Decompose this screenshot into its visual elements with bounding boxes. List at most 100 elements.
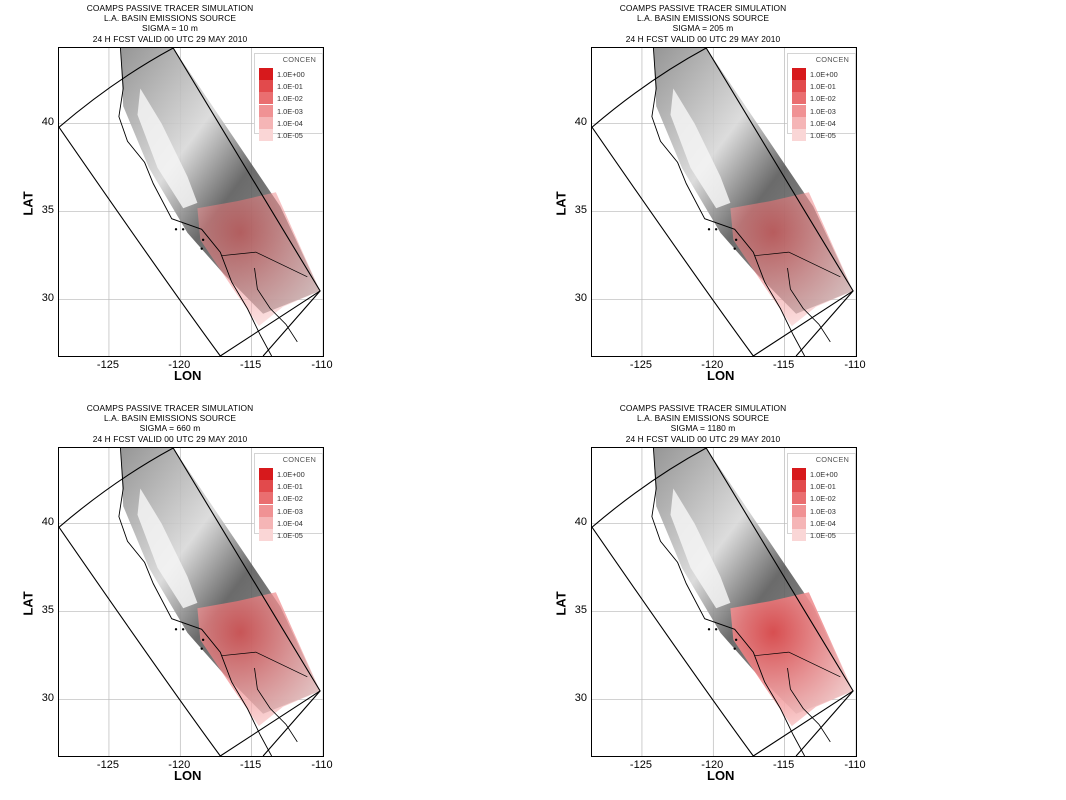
legend-entry: 1.0E-04 [792, 116, 854, 129]
y-tick-label: 40 [41, 115, 54, 128]
panel-title-line: COAMPS PASSIVE TRACER SIMULATION [86, 403, 254, 413]
x-tick-label: -120 [701, 359, 724, 371]
central-valley [137, 488, 198, 609]
y-tick-label: 30 [574, 291, 587, 304]
legend-label: 1.0E-02 [810, 494, 836, 504]
legend-title: CONCEN [282, 55, 316, 64]
y-tick-label: 30 [41, 291, 54, 304]
map-plot-area: CONCEN 1.0E+00 1.0E-01 1.0E-02 1.0E-03 1.0E-0… [591, 47, 857, 357]
island [734, 638, 738, 642]
legend-label: 1.0E-03 [277, 106, 303, 116]
outer-domain-border [592, 126, 754, 356]
island [707, 228, 711, 231]
gulf-coastline [787, 667, 831, 743]
y-axis-label: LAT [553, 591, 569, 616]
legend-entry: 1.0E-04 [792, 516, 854, 529]
island [714, 628, 718, 631]
x-tick-label: -120 [701, 759, 724, 771]
legend-swatch [792, 68, 806, 80]
international-border [255, 651, 308, 678]
x-tick-label: -115 [240, 359, 262, 371]
concentration-legend: CONCEN 1.0E+00 1.0E-01 1.0E-02 1.0E-03 1.0E-0… [254, 53, 323, 141]
legend-entry: 1.0E+00 [792, 468, 854, 480]
legend-label: 1.0E-03 [277, 506, 303, 516]
legend-entry: 1.0E-05 [792, 129, 854, 141]
legend-swatch [259, 504, 273, 517]
panel-title-line: SIGMA = 10 m [142, 23, 198, 34]
tracer-plume [197, 592, 321, 727]
legend-label: 1.0E-02 [810, 94, 836, 104]
panel-title-line: 24 H FCST VALID 00 UTC 29 MAY 2010 [92, 433, 248, 444]
legend-swatch [792, 504, 806, 517]
island [734, 238, 738, 242]
map-canvas [592, 48, 856, 356]
legend-label: 1.0E-04 [277, 518, 303, 528]
y-tick-label: 30 [574, 691, 587, 704]
legend-swatch [259, 104, 273, 117]
panel-title-block: COAMPS PASSIVE TRACER SIMULATION L.A. BAS… [533, 3, 873, 44]
international-border [788, 651, 841, 678]
y-tick-label: 40 [574, 115, 587, 128]
x-tick-label: -125 [96, 759, 119, 771]
international-border [754, 251, 789, 257]
legend-swatch [259, 116, 273, 129]
concentration-legend: CONCEN 1.0E+00 1.0E-01 1.0E-02 1.0E-03 1.0E-0… [787, 53, 856, 141]
island [733, 247, 736, 250]
x-tick-label: -115 [773, 359, 795, 371]
legend-label: 1.0E-04 [810, 118, 836, 128]
x-tick-label: -110 [844, 759, 866, 771]
legend-label: 1.0E-05 [277, 531, 303, 540]
panel-title-line: L.A. BASIN EMISSIONS SOURCE [636, 13, 770, 24]
legend-entry: 1.0E+00 [259, 68, 321, 80]
legend-entry: 1.0E-03 [259, 104, 321, 117]
x-axis-label: LON [174, 368, 202, 383]
x-tick-label: -120 [168, 759, 191, 771]
legend-entry: 1.0E-02 [259, 492, 321, 505]
legend-swatch [792, 116, 806, 129]
panel-title-line: COAMPS PASSIVE TRACER SIMULATION [86, 3, 254, 13]
legend-label: 1.0E-01 [810, 82, 836, 92]
legend-entry: 1.0E-03 [792, 104, 854, 117]
outer-domain-border [592, 526, 754, 756]
x-tick-label: -110 [844, 359, 866, 371]
legend-entry: 1.0E-01 [259, 480, 321, 493]
panel-title-line: SIGMA = 205 m [672, 23, 734, 34]
panel-title-line: L.A. BASIN EMISSIONS SOURCE [103, 413, 237, 424]
outer-domain-border [59, 48, 174, 128]
legend-swatch [792, 529, 806, 541]
x-tick-label: -115 [240, 759, 262, 771]
legend-swatch [259, 92, 273, 105]
panel-title-line: 24 H FCST VALID 00 UTC 29 MAY 2010 [92, 33, 248, 44]
legend-swatch [792, 516, 806, 529]
panel-title-line: COAMPS PASSIVE TRACER SIMULATION [619, 403, 787, 413]
outer-domain-border [592, 448, 707, 528]
tracer-plume [730, 592, 854, 727]
legend-entry: 1.0E-01 [792, 480, 854, 493]
map-panel: COAMPS PASSIVE TRACER SIMULATION L.A. BAS… [533, 400, 1066, 800]
concentration-legend: CONCEN 1.0E+00 1.0E-01 1.0E-02 1.0E-03 1.0E-0… [787, 453, 856, 541]
panel-title-block: COAMPS PASSIVE TRACER SIMULATION L.A. BAS… [0, 3, 340, 44]
legend-entry: 1.0E-02 [792, 492, 854, 505]
legend-swatch [259, 68, 273, 80]
map-canvas [59, 448, 323, 756]
legend-swatch [259, 129, 273, 141]
legend-swatch [792, 92, 806, 105]
legend-swatch [792, 492, 806, 505]
legend-entry: 1.0E-03 [792, 504, 854, 517]
gulf-coastline [254, 267, 298, 343]
legend-entry: 1.0E-02 [259, 92, 321, 105]
map-plot-area: CONCEN 1.0E+00 1.0E-01 1.0E-02 1.0E-03 1.0E-0… [58, 447, 324, 757]
y-tick-label: 35 [574, 203, 587, 216]
panel-title-line: COAMPS PASSIVE TRACER SIMULATION [619, 3, 787, 13]
legend-entry: 1.0E-04 [259, 116, 321, 129]
map-plot-area: CONCEN 1.0E+00 1.0E-01 1.0E-02 1.0E-03 1.0E-0… [591, 447, 857, 757]
legend-entry: 1.0E-05 [259, 129, 321, 141]
legend-entry: 1.0E+00 [792, 68, 854, 80]
panel-title-line: SIGMA = 1180 m [670, 423, 736, 434]
x-tick-label: -120 [168, 359, 191, 371]
legend-label: 1.0E-01 [810, 482, 836, 492]
island [200, 247, 203, 250]
y-tick-label: 40 [41, 515, 54, 528]
island [200, 647, 203, 650]
outer-domain-border [59, 126, 221, 356]
